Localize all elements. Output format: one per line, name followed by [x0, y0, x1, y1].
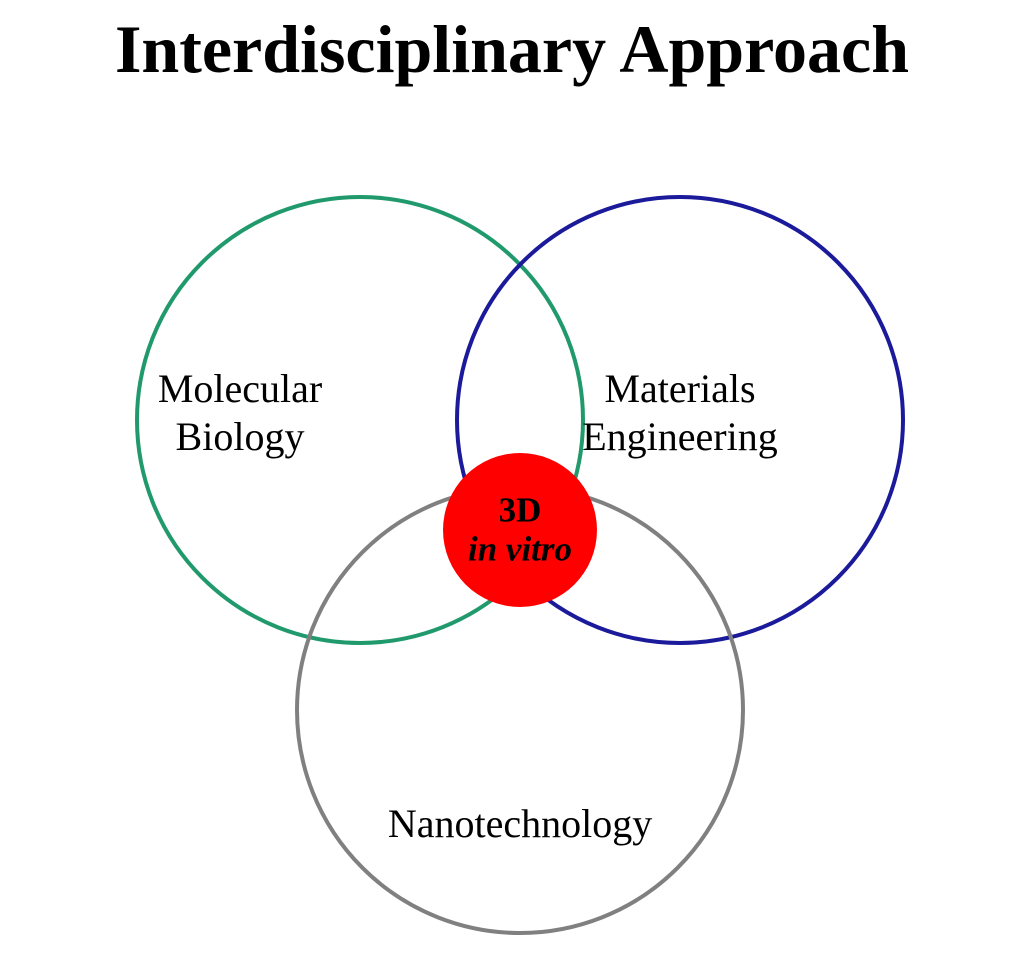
venn-center-label: 3D in vitro: [468, 492, 572, 569]
label-line: Materials: [604, 366, 755, 411]
center-label-line1: 3D: [499, 491, 542, 530]
label-molecular-biology: Molecular Biology: [158, 365, 322, 461]
label-materials-engineering: Materials Engineering: [582, 365, 778, 461]
center-label-line2: in vitro: [468, 529, 572, 568]
label-line: Molecular: [158, 366, 322, 411]
label-line: Engineering: [582, 414, 778, 459]
label-line: Biology: [176, 414, 305, 459]
diagram-title: Interdisciplinary Approach: [0, 10, 1024, 89]
label-line: Nanotechnology: [388, 801, 652, 846]
label-nanotechnology: Nanotechnology: [388, 800, 652, 848]
